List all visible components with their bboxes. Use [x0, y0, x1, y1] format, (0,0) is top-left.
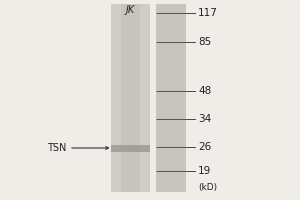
Text: 26: 26 — [198, 142, 211, 152]
Text: 34: 34 — [198, 114, 211, 124]
Bar — [121, 4, 140, 192]
Text: 85: 85 — [198, 37, 211, 47]
Bar — [156, 4, 186, 192]
Bar — [111, 4, 150, 192]
Text: 19: 19 — [198, 166, 211, 176]
Text: JK: JK — [126, 5, 135, 15]
Text: 117: 117 — [198, 8, 218, 18]
Text: 48: 48 — [198, 86, 211, 96]
Text: TSN: TSN — [46, 143, 66, 153]
Bar — [111, 144, 150, 152]
Text: (kD): (kD) — [198, 183, 217, 192]
